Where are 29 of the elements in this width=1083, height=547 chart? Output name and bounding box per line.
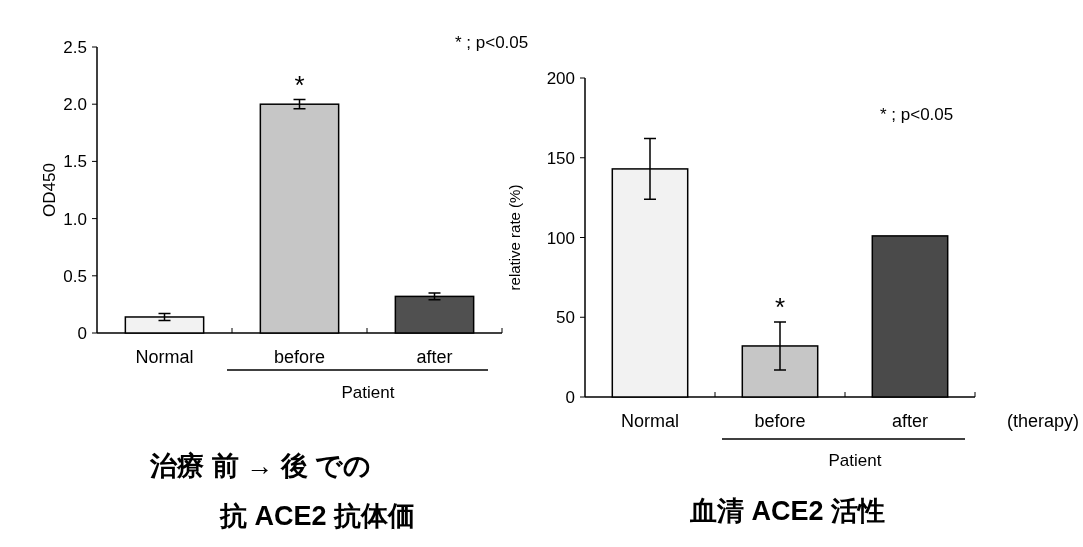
y-tick-label: 50 [556, 308, 575, 328]
text: (therapy) [1007, 411, 1080, 431]
text: Patient [341, 383, 395, 402]
annotation: * [774, 292, 786, 323]
text: 治療 前 → 後 での [149, 451, 372, 481]
y-tick-label: 2.5 [63, 38, 87, 57]
text: Patient [828, 451, 882, 470]
y-axis-title: OD450 [40, 163, 59, 217]
y-tick-label: 1.0 [63, 209, 87, 229]
x-tick-label: Normal [135, 347, 194, 367]
x-tick-label: before [273, 347, 326, 367]
y-axis-title: relative rate (%) [506, 184, 523, 291]
annotation: * [294, 69, 305, 100]
x-tick-label: after [891, 411, 929, 431]
y-tick-label: 200 [546, 69, 575, 88]
y-tick-label: 1.5 [63, 152, 87, 172]
text: 血清 ACE2 活性 [689, 496, 886, 526]
y-tick-label: 100 [546, 228, 575, 248]
y-tick-label: 150 [546, 148, 575, 168]
y-tick-label: 2.0 [63, 95, 87, 115]
x-tick-label: before [754, 411, 806, 431]
text: 抗 ACE2 抗体価 [219, 501, 416, 531]
y-tick-label: 0 [77, 324, 87, 343]
y-tick-label: 0.5 [63, 266, 87, 286]
annotation: * ; p<0.05 [880, 105, 954, 124]
x-tick-label: after [416, 347, 453, 367]
annotation: * ; p<0.05 [455, 33, 529, 52]
y-tick-label: 0 [565, 388, 575, 407]
x-tick-label: Normal [620, 411, 680, 431]
